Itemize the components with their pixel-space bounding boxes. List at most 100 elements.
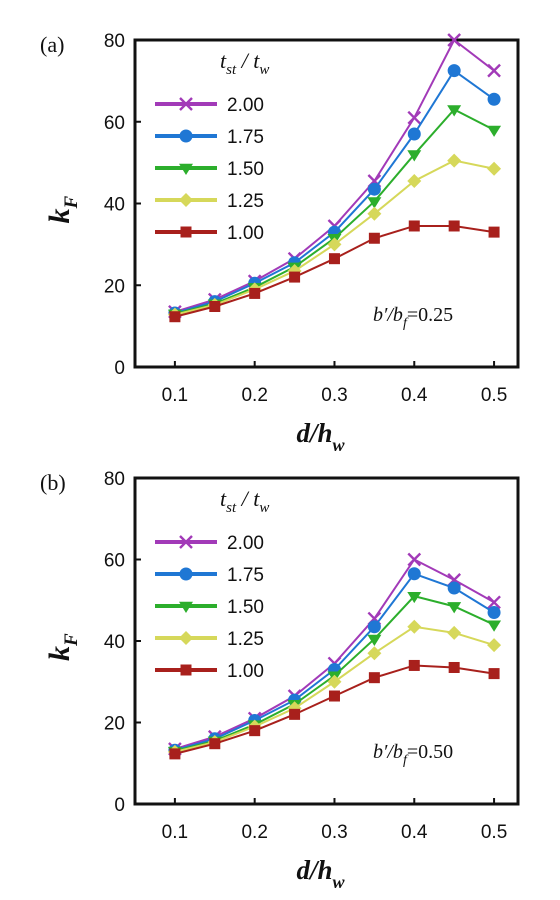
legend-marker-1.75	[179, 567, 193, 581]
data-point-1.25	[447, 625, 462, 640]
data-point-1.25	[407, 619, 422, 634]
legend-label-1.25: 1.25	[227, 191, 264, 212]
series-line-2.00	[174, 38, 495, 313]
y-tick-label: 20	[104, 276, 125, 297]
x-tick-label: 0.3	[321, 822, 347, 843]
chart-panel-a: 0 20 40 60 80 0.1 0.2 0.3 0.4 0.5 (a) kF d/hw tst / t…	[40, 31, 520, 455]
y-tick-label: 60	[104, 551, 125, 572]
data-point-1.00	[448, 220, 460, 232]
legend-label-1.75: 1.75	[227, 127, 264, 148]
data-point-1.75	[407, 567, 421, 581]
legend-label-2.00: 2.00	[227, 95, 264, 116]
data-point-1.25	[407, 174, 422, 189]
data-point-1.75	[447, 64, 461, 78]
data-point-2.00	[447, 33, 462, 47]
data-point-1.50	[487, 620, 502, 632]
data-point-1.00	[328, 690, 340, 702]
legend: tst / tw 2.00 1.75 1.50 1.25 1.00	[155, 48, 269, 244]
data-point-1.75	[407, 127, 421, 141]
x-tick-label: 0.1	[162, 822, 188, 843]
annotation: b′/bf=0.50	[373, 741, 453, 768]
data-point-1.00	[169, 748, 181, 760]
y-axis-label: kF	[43, 633, 82, 661]
data-point-1.25	[327, 674, 342, 689]
data-point-1.75	[487, 605, 501, 619]
x-tick-label: 0.1	[162, 385, 188, 406]
data-point-1.50	[447, 602, 462, 614]
x-tick-label: 0.5	[481, 385, 507, 406]
y-tick-label: 40	[104, 195, 125, 216]
data-point-2.00	[407, 110, 422, 125]
x-tick-label: 0.3	[321, 385, 347, 406]
data-point-1.75	[367, 182, 381, 196]
annotation: b′/bf=0.25	[373, 304, 453, 331]
legend-label-1.75: 1.75	[227, 565, 264, 586]
y-tick-label: 20	[104, 714, 125, 735]
legend-marker-2.00	[179, 535, 193, 549]
y-tick-label: 0	[114, 358, 125, 379]
legend-title: tst / tw	[220, 48, 269, 78]
series-line-1.50	[174, 108, 495, 315]
series-line-1.75	[174, 69, 495, 315]
legend-marker-1.75	[179, 129, 193, 143]
data-point-1.00	[169, 311, 181, 323]
x-tick-label: 0.4	[401, 822, 428, 843]
data-point-1.50	[447, 105, 462, 117]
plot-frame	[133, 476, 520, 806]
data-point-1.75	[447, 581, 461, 595]
data-point-1.00	[328, 253, 340, 265]
legend-marker-1.00	[180, 226, 192, 238]
data-point-1.50	[367, 197, 382, 209]
y-axis-label: kF	[43, 196, 82, 224]
legend-label-1.00: 1.00	[227, 223, 264, 244]
data-point-1.00	[249, 725, 261, 737]
y-tick-label: 80	[104, 469, 125, 490]
legend-label-2.00: 2.00	[227, 533, 264, 554]
legend-marker-1.25	[179, 193, 193, 207]
legend-marker-1.50	[179, 163, 193, 175]
y-tick-label: 60	[104, 113, 125, 134]
y-tick-label: 80	[104, 31, 125, 52]
x-axis-label: d/hw	[297, 418, 346, 455]
legend-marker-1.25	[179, 631, 193, 645]
data-point-1.00	[448, 661, 460, 673]
x-tick-label: 0.4	[401, 385, 428, 406]
legend-marker-1.50	[179, 601, 193, 613]
data-point-1.00	[488, 226, 500, 238]
legend-label-1.25: 1.25	[227, 629, 264, 650]
x-axis-label: d/hw	[297, 855, 346, 892]
data-point-1.50	[407, 591, 422, 604]
data-point-1.00	[368, 232, 380, 244]
data-point-1.00	[209, 738, 221, 750]
data-point-1.25	[367, 206, 382, 221]
data-point-1.75	[367, 620, 381, 634]
y-tick-label: 40	[104, 632, 125, 653]
data-point-1.50	[487, 125, 502, 137]
data-point-1.50	[407, 150, 422, 162]
data-point-2.00	[487, 63, 501, 78]
legend: tst / tw 2.00 1.75 1.50 1.25 1.00	[155, 486, 269, 682]
series-line-2.00	[174, 558, 495, 750]
data-point-1.00	[289, 708, 301, 720]
data-point-1.25	[447, 153, 462, 168]
legend-label-1.50: 1.50	[227, 597, 264, 618]
data-point-1.25	[487, 161, 502, 176]
data-point-1.25	[367, 646, 382, 661]
x-tick-label: 0.5	[481, 822, 507, 843]
data-point-1.00	[368, 672, 380, 684]
x-tick-label: 0.2	[241, 385, 267, 406]
y-tick-label: 0	[114, 795, 125, 816]
data-point-2.00	[487, 595, 501, 610]
panel-label: (b)	[40, 470, 66, 495]
data-point-1.00	[408, 220, 420, 232]
chart-panel-b: 0 20 40 60 80 0.1 0.2 0.3 0.4 0.5 (b) kF d/hw tst / t…	[40, 469, 520, 892]
data-point-1.00	[209, 301, 221, 313]
data-point-2.00	[407, 552, 422, 567]
panel-label: (a)	[40, 32, 64, 57]
legend-marker-2.00	[179, 97, 193, 111]
data-point-1.00	[249, 287, 261, 299]
data-point-1.00	[408, 659, 420, 671]
data-point-1.50	[367, 634, 382, 646]
legend-marker-1.00	[180, 664, 192, 676]
